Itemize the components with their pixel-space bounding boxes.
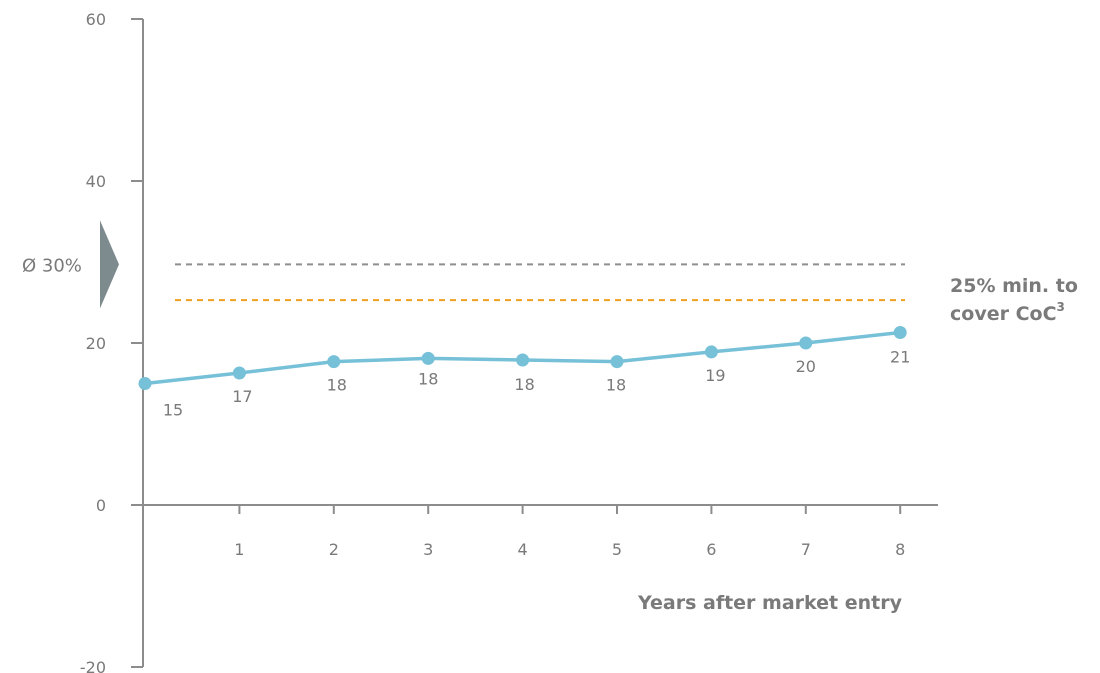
labels-group: 15 17 18 18 18 18 19 20 21 [163, 347, 911, 419]
x-tick-label: 7 [801, 540, 811, 559]
data-point [232, 366, 246, 380]
x-tick-label: 5 [612, 540, 622, 559]
data-point [138, 377, 152, 390]
y-tick-label: 0 [96, 496, 106, 515]
data-point [610, 355, 624, 369]
data-label: 15 [163, 401, 183, 420]
average-label: Ø 30% [22, 255, 82, 276]
data-label: 18 [418, 369, 438, 388]
data-point [893, 325, 907, 339]
min-line-label-1: 25% min. to [950, 275, 1078, 297]
average-marker-arrow [100, 220, 119, 309]
data-label: 19 [705, 366, 725, 385]
min-line-label-superscript: 3 [1057, 300, 1065, 314]
x-tick-label: 4 [518, 540, 528, 559]
data-label: 18 [514, 375, 534, 394]
x-tick-label: 8 [895, 540, 905, 559]
data-point [421, 351, 435, 365]
data-point [799, 336, 813, 350]
data-point [704, 345, 718, 359]
y-tick-label: -20 [80, 658, 106, 673]
x-tick-label: 1 [234, 540, 244, 559]
data-label: 20 [796, 357, 816, 376]
x-tick-label: 2 [329, 540, 339, 559]
data-label: 18 [327, 376, 347, 395]
reference-lines [175, 263, 905, 302]
x-tick-label: 3 [423, 540, 433, 559]
axes: 60 40 20 0 -20 1 2 3 4 5 6 7 8 [80, 10, 938, 673]
data-label: 21 [890, 347, 910, 366]
y-tick-label: 40 [86, 172, 106, 191]
x-axis-title: Years after market entry [637, 592, 903, 614]
x-tick-label: 6 [706, 540, 716, 559]
data-label: 17 [232, 387, 252, 406]
min-line-label-2: cover CoC3 [950, 300, 1065, 325]
data-point [516, 353, 530, 367]
y-tick-label: 60 [86, 10, 106, 29]
data-label: 18 [606, 376, 626, 395]
min-line-label-2-text: cover CoC [950, 303, 1057, 325]
data-point [327, 355, 341, 369]
series-group [138, 325, 907, 390]
y-tick-label: 20 [86, 334, 106, 353]
